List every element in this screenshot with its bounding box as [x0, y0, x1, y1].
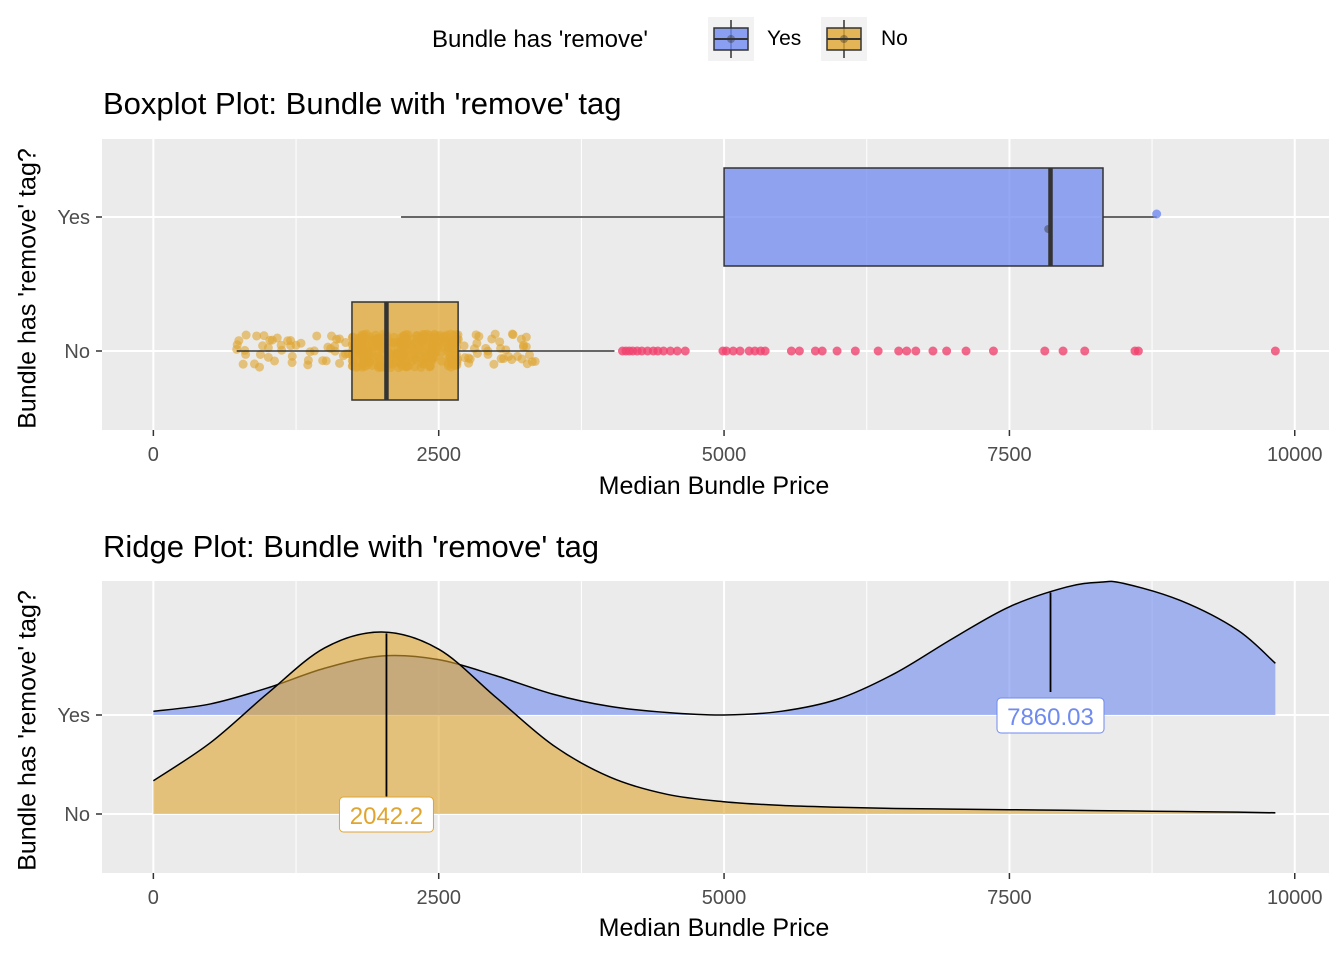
- jitter-point: [252, 331, 262, 341]
- ridge-chart: 0 2500 5000 7500 10000 Yes No 7860.03 2042.2: [57, 580, 1329, 909]
- boxplot-y-tick-label: Yes: [57, 207, 90, 229]
- boxplot-panel: [102, 139, 1329, 430]
- legend: Bundle has 'remove' Yes No: [0, 0, 1344, 72]
- boxplot-outlier: [665, 346, 675, 356]
- jitter-point: [238, 359, 248, 369]
- legend-title: Bundle has 'remove': [432, 26, 648, 53]
- boxplot-outlier: [1040, 346, 1050, 356]
- boxplot-box-no: [351, 301, 459, 401]
- ridge-x-tick-label: 0: [148, 887, 159, 909]
- ridge-median-label-box: [996, 697, 1105, 734]
- boxplot-outlier: [961, 346, 971, 356]
- boxplot-outlier: [817, 346, 827, 356]
- legend-key-no: [821, 17, 867, 61]
- boxplot-outlier: [794, 346, 804, 356]
- jitter-point: [303, 355, 313, 365]
- boxplot-x-tick-label: 10000: [1267, 444, 1323, 466]
- legend-label-yes: Yes: [767, 27, 802, 50]
- ridge-median-label-no: 2042.2: [350, 803, 423, 830]
- jitter-point: [459, 341, 469, 351]
- jitter-point: [464, 353, 474, 363]
- boxplot-y-tick-label: No: [64, 341, 90, 363]
- jitter-point: [249, 359, 259, 369]
- boxplot-outlier: [850, 346, 860, 356]
- jitter-point: [530, 356, 540, 366]
- ridge-line-no: [152, 631, 1276, 814]
- jitter-point: [338, 351, 348, 361]
- boxplot-outlier: [659, 346, 669, 356]
- jitter-point: [521, 342, 531, 352]
- ridge-x-axis-title: Median Bundle Price: [598, 914, 830, 942]
- boxplot-outlier: [728, 346, 738, 356]
- jitter-point: [287, 358, 297, 368]
- boxplot-outlier: [1080, 346, 1090, 356]
- jitter-point: [335, 334, 345, 344]
- boxplot-outlier: [988, 346, 998, 356]
- boxplot-outlier: [911, 346, 921, 356]
- ridge-y-tick-label: Yes: [57, 705, 90, 727]
- jitter-point: [277, 345, 287, 355]
- jitter-point: [496, 354, 506, 364]
- boxplot-x-tick-label: 5000: [702, 444, 747, 466]
- boxplot-outlier: [1058, 346, 1068, 356]
- boxplot-outlier: [735, 346, 745, 356]
- boxplot-outlier: [760, 346, 770, 356]
- boxplot-x-axis-title: Median Bundle Price: [598, 472, 830, 500]
- ridge-y-tick-label: No: [64, 804, 90, 826]
- jitter-point: [335, 358, 345, 368]
- jitter-point: [489, 359, 499, 369]
- boxplot-mean-point: [1044, 225, 1053, 233]
- jitter-point: [234, 336, 244, 346]
- jitter-point: [286, 335, 296, 345]
- boxplot-outlier: [942, 346, 952, 356]
- jitter-point: [327, 331, 337, 341]
- ridge-x-tick-label: 10000: [1267, 887, 1323, 909]
- jitter-point: [241, 330, 251, 340]
- boxplot-outlier: [721, 346, 731, 356]
- jitter-point: [524, 350, 534, 360]
- ridge-x-tick-label: 7500: [987, 887, 1032, 909]
- boxplot-outlier: [1270, 346, 1280, 356]
- boxplot-box-yes: [723, 167, 1104, 267]
- jitter-point: [263, 352, 273, 362]
- jitter-point: [265, 335, 275, 345]
- jitter-point: [472, 338, 482, 348]
- boxplot-x-tick-label: 0: [148, 444, 159, 466]
- boxplot-title: Boxplot Plot: Bundle with 'remove' tag: [103, 86, 622, 121]
- boxplot-x-tick-label: 7500: [987, 444, 1032, 466]
- boxplot-outlier: [832, 346, 842, 356]
- boxplot-outlier: [680, 346, 690, 356]
- legend-key-yes: [708, 17, 754, 61]
- ridge-x-tick-label: 5000: [702, 887, 747, 909]
- jitter-point: [495, 337, 505, 347]
- boxplot-outlier: [810, 346, 820, 356]
- boxplot-outlier: [928, 346, 938, 356]
- jitter-point: [490, 329, 500, 339]
- ridge-title: Ridge Plot: Bundle with 'remove' tag: [103, 529, 600, 564]
- jitter-point: [255, 350, 265, 360]
- boxplot-outlier: [902, 346, 912, 356]
- boxplot-x-tick-label: 2500: [416, 444, 461, 466]
- jitter-point: [474, 331, 484, 341]
- ridge-median-label-box: [338, 796, 434, 833]
- jitter-point: [321, 356, 331, 366]
- ridge-area-no: [153, 631, 1276, 814]
- jitter-point: [507, 329, 517, 339]
- jitter-point: [312, 331, 322, 341]
- boxplot-outlier: [672, 346, 682, 356]
- boxplot-outlier: [786, 346, 796, 356]
- boxplot-outlier: [1152, 209, 1162, 219]
- jitter-point: [507, 355, 517, 365]
- jitter-point: [258, 341, 268, 351]
- boxplot-outlier: [1133, 346, 1143, 356]
- ridge-x-tick-label: 2500: [416, 887, 461, 909]
- boxplot-chart: 0 2500 5000 7500 10000 Yes No: [57, 139, 1329, 466]
- boxplot-outlier: [873, 346, 883, 356]
- boxplot-outlier: [894, 346, 904, 356]
- legend-label-no: No: [881, 27, 908, 50]
- ridge-median-label-yes: 7860.03: [1007, 704, 1094, 731]
